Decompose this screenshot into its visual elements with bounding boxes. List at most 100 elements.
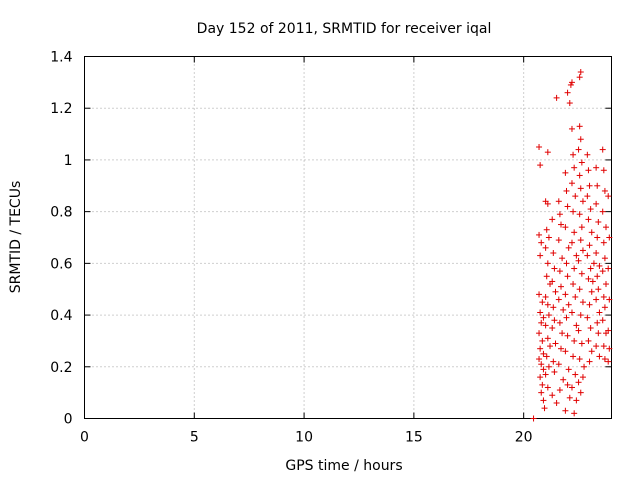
data-point [575,327,582,334]
data-point [578,159,585,166]
data-point [545,312,552,319]
data-point [564,203,571,210]
data-point [586,242,593,249]
data-point [551,265,558,272]
data-point [563,314,570,321]
y-tick-label: 0.4 [50,308,72,324]
data-point [576,211,583,218]
data-point [601,255,608,262]
data-point [555,361,562,368]
data-point [556,268,563,275]
data-point [600,239,607,246]
data-point [570,281,577,288]
data-point [601,304,608,311]
data-point [593,250,600,257]
data-point [577,136,584,143]
data-point [606,296,613,303]
data-point [585,216,592,223]
data-point [542,322,549,329]
data-point [599,317,606,324]
data-point [573,322,580,329]
data-point [579,247,586,254]
data-point [543,353,550,360]
data-point [540,366,547,373]
data-point [556,319,563,326]
data-point [579,374,586,381]
data-point [594,182,601,189]
data-point [537,252,544,259]
data-point [538,361,545,368]
data-point [584,151,591,158]
data-point [562,224,569,231]
data-point [588,348,595,355]
data-points [530,69,613,422]
data-point [579,299,586,306]
data-point [568,309,575,316]
data-point [587,206,594,213]
data-point [563,187,570,194]
data-point [585,337,592,344]
data-point [585,167,592,174]
plot-frame [84,56,612,419]
data-point [544,149,551,156]
data-point [590,260,597,267]
data-point [570,208,577,215]
data-point [596,353,603,360]
data-point [568,79,575,86]
x-tick-label: 15 [405,430,423,446]
data-point [536,330,543,337]
data-point [552,340,559,347]
data-point [565,301,572,308]
data-point [564,381,571,388]
data-point [586,358,593,365]
data-point [576,356,583,363]
data-point [543,273,550,280]
y-tick-label: 1.2 [50,101,72,117]
data-point [536,231,543,238]
data-point [599,208,606,215]
data-point [544,260,551,267]
data-point [553,94,560,101]
data-point [536,356,543,363]
data-point [577,389,584,396]
data-point [537,345,544,352]
data-point [552,288,559,295]
data-point [538,319,545,326]
data-point [581,363,588,370]
data-point [536,144,543,150]
y-tick-label: 0 [64,412,73,428]
data-point [536,291,543,298]
data-point [603,281,610,288]
data-point [572,293,579,300]
data-point [540,314,547,321]
x-tick-label: 20 [515,430,533,446]
data-point [557,345,564,352]
y-tick-label: 0.2 [50,360,72,376]
data-point [584,314,591,321]
data-point [575,146,582,153]
data-point [550,250,557,257]
data-point [603,224,610,231]
data-point [559,330,566,337]
data-point [584,193,591,200]
data-point [577,69,584,76]
data-point [538,389,545,396]
data-point [540,397,547,404]
data-point [606,234,613,241]
data-point [572,193,579,200]
data-point [559,255,566,262]
data-point [595,330,602,337]
data-point [577,185,584,192]
data-point [593,296,600,303]
data-point [596,262,603,269]
data-point [584,252,591,259]
data-point [557,283,564,290]
x-axis-label: GPS time / hours [285,458,402,474]
data-point [537,162,544,169]
data-point [571,164,578,171]
data-point [564,89,571,96]
data-point [575,257,582,264]
data-point [551,317,558,324]
data-point [594,273,601,280]
data-point [576,123,583,130]
